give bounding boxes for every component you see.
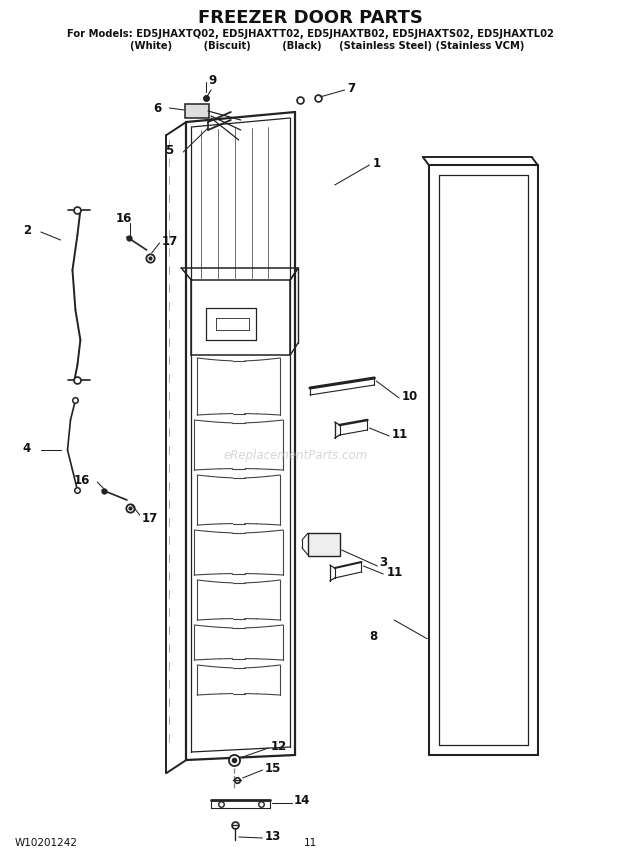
Text: (White)         (Biscuit)         (Black)     (Stainless Steel) (Stainless VCM): (White) (Biscuit) (Black) (Stainless Ste… bbox=[95, 41, 525, 51]
Text: 8: 8 bbox=[369, 629, 378, 643]
Text: eReplacementParts.com: eReplacementParts.com bbox=[223, 449, 367, 461]
Text: 3: 3 bbox=[379, 556, 388, 569]
Text: 11: 11 bbox=[392, 427, 409, 441]
Text: 2: 2 bbox=[23, 223, 31, 236]
Text: 4: 4 bbox=[23, 442, 31, 455]
Text: 17: 17 bbox=[162, 235, 178, 247]
Text: FREEZER DOOR PARTS: FREEZER DOOR PARTS bbox=[198, 9, 422, 27]
Text: 12: 12 bbox=[270, 740, 286, 752]
Text: For Models: ED5JHAXTQ02, ED5JHAXTT02, ED5JHAXTB02, ED5JHAXTS02, ED5JHAXTL02: For Models: ED5JHAXTQ02, ED5JHAXTT02, ED… bbox=[66, 29, 554, 39]
Text: 15: 15 bbox=[265, 762, 281, 775]
Text: 7: 7 bbox=[348, 81, 356, 94]
Text: W10201242: W10201242 bbox=[15, 838, 78, 848]
Text: 16: 16 bbox=[74, 473, 91, 486]
Text: 9: 9 bbox=[208, 74, 216, 86]
Text: 11: 11 bbox=[386, 566, 402, 579]
Text: 5: 5 bbox=[165, 144, 174, 157]
Text: 17: 17 bbox=[142, 512, 158, 525]
Text: 6: 6 bbox=[153, 102, 162, 115]
Text: 13: 13 bbox=[265, 829, 281, 842]
Text: 16: 16 bbox=[116, 211, 132, 224]
Text: 14: 14 bbox=[294, 794, 311, 807]
Text: 1: 1 bbox=[373, 157, 381, 169]
FancyBboxPatch shape bbox=[185, 104, 209, 118]
Text: 10: 10 bbox=[402, 389, 418, 402]
Text: 11: 11 bbox=[303, 838, 317, 848]
FancyBboxPatch shape bbox=[308, 532, 340, 556]
